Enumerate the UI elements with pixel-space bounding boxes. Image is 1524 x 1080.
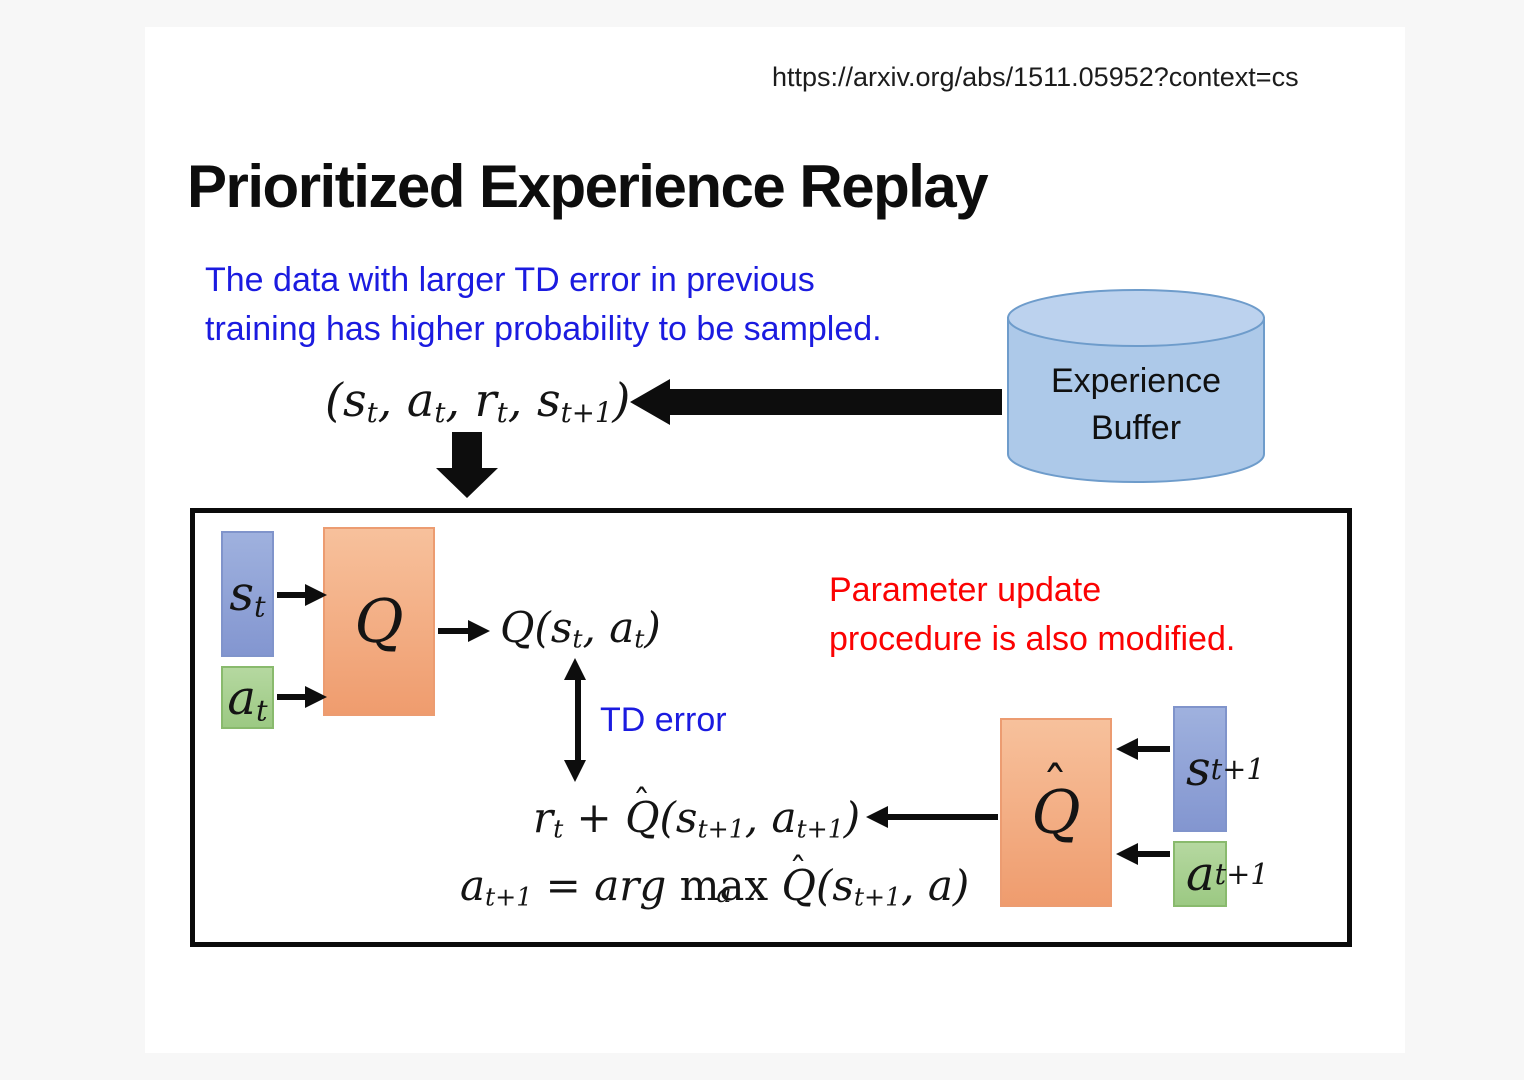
q-output-math: Q(st, at) [500,603,661,654]
state-st-box: st [221,531,274,657]
action-at-box: at [221,666,274,729]
page-title: Prioritized Experience Replay [187,153,989,220]
intro-note-line1: The data with larger TD error in previou… [205,261,815,299]
sample-from-buffer-arrow [630,379,1002,425]
experience-buffer-cylinder [1007,289,1265,483]
action-at1-box [1173,841,1227,907]
experience-buffer-label-line2: Buffer [1090,409,1182,447]
feed-to-network-arrow [436,432,498,498]
experience-buffer-label-line1: Experience [1050,362,1222,400]
experience-buffer-label: Experience Buffer [1005,358,1267,452]
td-error-label: TD error [600,701,727,739]
state-st1-label: s t+1 [1186,741,1265,797]
state-st-label: st [229,566,266,624]
action-at-label: at [227,669,268,727]
q-network-box: Q [323,527,435,716]
q-network-label: Q [354,586,404,657]
action-at1-label: a t+1 [1186,846,1269,902]
parameter-note: Parameter update procedure is also modif… [829,566,1235,664]
parameter-note-line1: Parameter update [829,571,1102,609]
intro-note: The data with larger TD error in previou… [205,256,882,354]
transition-tuple-math: (st, at, rt, st+1) [325,373,631,430]
state-st1-box [1173,706,1227,832]
intro-note-line2: training has higher probability to be sa… [205,310,882,348]
parameter-note-line2: procedure is also modified. [829,620,1236,658]
source-url: https://arxiv.org/abs/1511.05952?context… [772,62,1299,92]
td-target-math: rt + ˆ Q(st+1, at+1) [533,782,861,844]
argmax-math: at+1 = arg max a ˆ Q(st+1, a) [460,850,970,912]
